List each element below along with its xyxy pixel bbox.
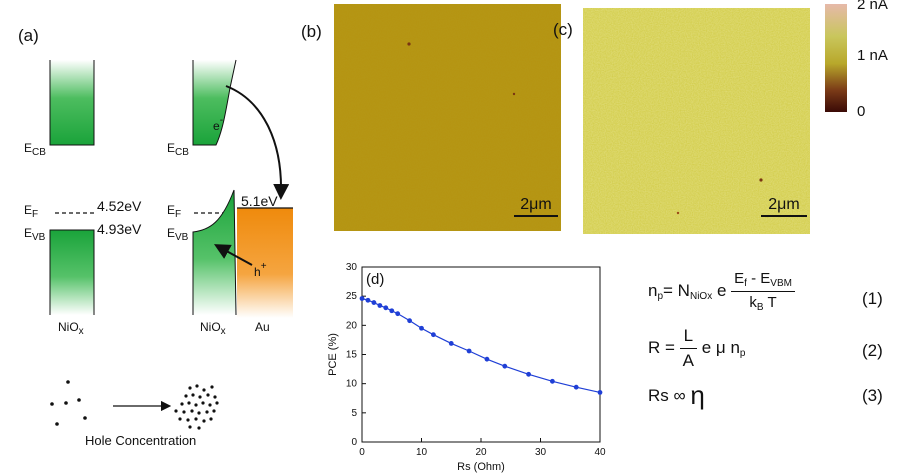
x-tick-label: 10 xyxy=(416,447,428,458)
left-valence-band xyxy=(50,230,94,315)
data-point xyxy=(383,305,389,311)
y-axis-label: PCE (%) xyxy=(327,333,339,376)
colorbar-tick-0: 0 xyxy=(857,103,866,120)
x-axis-label: Rs (Ohm) xyxy=(457,461,505,473)
right-material-label: NiOx xyxy=(200,320,226,337)
equation-1-label: (1) xyxy=(862,289,883,308)
left-ef-label: EF xyxy=(24,203,39,220)
equation-1: np= NNiOx e Ef - EVBM kB T xyxy=(648,270,795,313)
electron-label: e- xyxy=(213,115,224,133)
band-diagram xyxy=(49,59,293,430)
y-tick-label: 20 xyxy=(346,320,358,331)
left-material-label: NiOx xyxy=(58,320,84,337)
left-ef-value: 4.52eV xyxy=(97,198,142,214)
left-ecb-label: ECB xyxy=(24,141,46,158)
colorbar-tick-2na: 2 nA xyxy=(857,0,888,13)
panel-label-b: (b) xyxy=(301,22,322,41)
data-point xyxy=(431,332,436,338)
data-point xyxy=(550,378,555,384)
equation-3: Rs ∞ η xyxy=(648,380,705,410)
right-evb-label: EVB xyxy=(167,226,189,243)
high-concentration-dots xyxy=(174,384,219,430)
afm-image-c xyxy=(583,8,810,234)
scale-bar-b: 2μm xyxy=(514,196,558,217)
x-tick-label: 30 xyxy=(535,447,547,458)
data-point xyxy=(377,303,383,308)
data-point xyxy=(526,371,531,377)
y-tick-label: 25 xyxy=(346,291,358,302)
y-tick-label: 0 xyxy=(351,437,357,448)
pce-chart: 0 5 10 15 20 25 30 0 10 20 30 40 PCE (%) Rs (Ohm) (d) xyxy=(327,262,606,473)
hole-transfer-arrow xyxy=(213,244,253,266)
data-point xyxy=(484,356,490,362)
y-tick-label: 10 xyxy=(346,379,358,390)
data-point xyxy=(359,296,365,301)
data-point xyxy=(466,348,472,354)
data-point xyxy=(407,318,412,324)
equation-3-label: (3) xyxy=(862,386,883,405)
panel-label-d: (d) xyxy=(366,271,384,288)
right-conduction-band xyxy=(193,60,236,145)
panel-label-a: (a) xyxy=(18,26,39,45)
electron-transfer-arrow xyxy=(225,85,290,200)
scale-bar-c: 2μm xyxy=(761,196,807,217)
y-tick-label: 5 xyxy=(351,408,357,419)
data-point xyxy=(573,384,579,390)
colorbar-tick-1na: 1 nA xyxy=(857,47,888,64)
hole-concentration-label: Hole Concentration xyxy=(85,433,197,448)
gold-level-value: 5.1eV xyxy=(241,193,278,209)
current-colorbar xyxy=(825,4,847,112)
plot-frame xyxy=(361,266,601,443)
data-point xyxy=(502,363,508,369)
data-point xyxy=(597,390,603,395)
data-point xyxy=(395,311,401,317)
metal-label: Au xyxy=(255,320,270,334)
data-point xyxy=(448,341,454,346)
data-point xyxy=(365,297,371,303)
x-tick-label: 0 xyxy=(359,447,365,458)
y-tick-label: 30 xyxy=(346,262,358,273)
afm-image-b xyxy=(334,4,561,231)
data-point xyxy=(389,308,395,314)
hole-label: h+ xyxy=(254,261,267,279)
x-tick-label: 20 xyxy=(475,447,487,458)
left-evb-label: EVB xyxy=(24,226,46,243)
left-conduction-band xyxy=(50,60,94,145)
data-point xyxy=(371,300,377,305)
x-tick-label: 40 xyxy=(594,447,606,458)
data-point xyxy=(419,325,424,331)
y-tick-label: 15 xyxy=(346,350,358,361)
left-evb-value: 4.93eV xyxy=(97,221,142,237)
low-concentration-dots xyxy=(50,380,87,426)
panel-label-c: (c) xyxy=(553,20,573,39)
right-ef-label: EF xyxy=(167,203,182,220)
equation-2-label: (2) xyxy=(862,341,883,360)
right-ecb-label: ECB xyxy=(167,141,189,158)
